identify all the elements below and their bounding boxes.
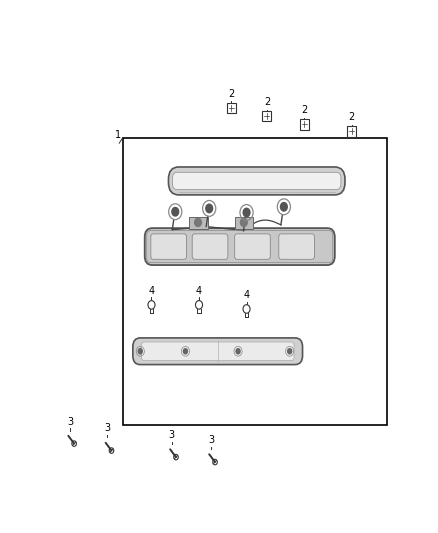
Circle shape — [171, 207, 180, 217]
Circle shape — [280, 202, 288, 212]
Circle shape — [148, 301, 155, 309]
Text: 1: 1 — [114, 130, 120, 140]
Circle shape — [242, 207, 251, 217]
Text: 3: 3 — [67, 417, 73, 427]
Text: 3: 3 — [169, 430, 175, 440]
FancyBboxPatch shape — [262, 111, 271, 122]
FancyBboxPatch shape — [235, 217, 253, 229]
FancyBboxPatch shape — [227, 102, 236, 113]
FancyBboxPatch shape — [192, 234, 228, 260]
Circle shape — [287, 348, 293, 354]
Circle shape — [240, 219, 247, 227]
Text: 2: 2 — [349, 112, 355, 122]
FancyBboxPatch shape — [235, 234, 270, 260]
Text: 4: 4 — [244, 290, 250, 300]
FancyBboxPatch shape — [151, 234, 187, 260]
FancyBboxPatch shape — [123, 138, 387, 425]
FancyBboxPatch shape — [169, 167, 345, 195]
Text: 3: 3 — [208, 435, 214, 445]
FancyBboxPatch shape — [173, 172, 341, 190]
Text: 2: 2 — [228, 89, 234, 99]
Circle shape — [243, 305, 250, 313]
Circle shape — [194, 219, 201, 227]
Text: 4: 4 — [148, 286, 155, 296]
Circle shape — [205, 204, 213, 213]
FancyBboxPatch shape — [141, 342, 294, 360]
FancyBboxPatch shape — [347, 126, 356, 136]
FancyBboxPatch shape — [300, 119, 309, 130]
Circle shape — [138, 348, 143, 354]
FancyBboxPatch shape — [133, 338, 303, 365]
Circle shape — [195, 301, 202, 309]
Text: 2: 2 — [264, 97, 270, 107]
Text: 4: 4 — [196, 286, 202, 296]
Text: 2: 2 — [301, 105, 307, 115]
Circle shape — [235, 348, 241, 354]
Circle shape — [183, 348, 188, 354]
FancyBboxPatch shape — [145, 228, 335, 265]
FancyBboxPatch shape — [279, 234, 314, 260]
FancyBboxPatch shape — [189, 217, 208, 229]
Text: 3: 3 — [104, 423, 110, 433]
